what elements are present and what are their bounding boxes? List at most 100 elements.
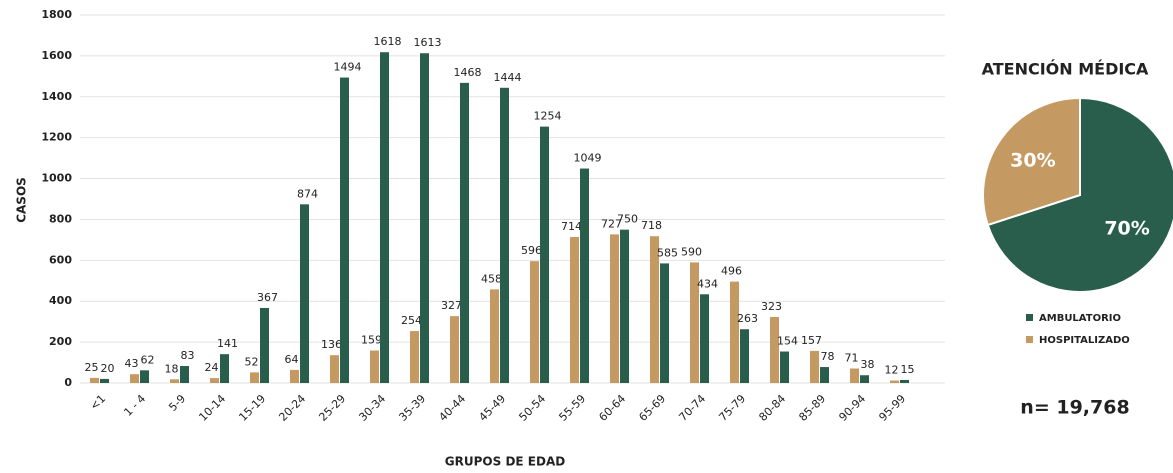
data-label: 12 [885,364,899,377]
x-tick-label: 90-94 [836,392,868,424]
data-label: 263 [737,312,758,325]
bar [130,374,139,383]
data-label: 24 [205,361,219,374]
bar [540,126,549,384]
bar [180,366,189,383]
bar [580,168,589,383]
bar [220,354,229,383]
bar [170,379,179,383]
bar [490,289,499,383]
x-axis-label: GRUPOS DE EDAD [445,455,565,469]
data-label: 590 [681,245,702,258]
data-label: 1468 [454,66,482,79]
bar [850,368,859,383]
data-label: 1494 [334,61,362,74]
x-tick-label: 25-29 [316,392,348,424]
bar [330,355,339,383]
data-label: 596 [521,244,542,257]
x-tick-label: 85-89 [796,392,828,424]
annotation: n= 19,768 [1020,397,1129,419]
bar [290,369,299,383]
x-tick-label: 45-49 [476,392,508,424]
data-label: 18 [165,362,179,375]
y-tick-label: 600 [49,253,72,266]
data-label: 157 [801,334,822,347]
data-label: 83 [181,349,195,362]
data-label: 254 [401,314,422,327]
bar [90,377,99,383]
y-tick-label: 1600 [41,49,72,62]
bar [780,351,789,383]
data-label: 1254 [534,110,562,123]
bar [660,263,669,383]
data-label: 15 [901,363,915,376]
data-label: 718 [641,219,662,232]
data-label: 1049 [574,152,602,165]
x-tick-label: 55-59 [556,392,588,424]
data-label: 1618 [374,35,402,48]
bar [300,204,309,383]
data-label: 141 [217,337,238,350]
y-tick-label: 400 [49,294,72,307]
bar [410,331,419,383]
bar [650,236,659,383]
legend-label: HOSPITALIZADO [1039,335,1130,346]
data-label: 154 [777,335,798,348]
data-label: 714 [561,220,582,233]
x-tick-label: 60-64 [596,392,628,424]
bar [700,294,709,383]
bar [860,375,869,383]
data-label: 727 [601,217,622,230]
data-label: 434 [697,277,718,290]
bar [450,316,459,383]
bar [100,378,109,383]
legend-label: AMBULATORIO [1039,313,1121,324]
data-label: 43 [125,357,139,370]
bar [690,262,699,383]
bar [820,367,829,383]
x-tick-label: 20-24 [276,392,308,424]
y-tick-label: 1000 [41,172,72,185]
x-tick-label: 30-34 [356,392,388,424]
bar [340,77,349,383]
x-tick-label: 10-14 [196,392,228,424]
data-label: 458 [481,272,502,285]
data-label: 159 [361,333,382,346]
y-tick-label: 1200 [41,131,72,144]
bar [610,234,619,383]
x-tick-label: 40-44 [436,392,468,424]
bar [380,52,389,383]
data-label: 1613 [414,36,442,49]
bar [770,316,779,383]
x-tick-label: 50-54 [516,392,548,424]
pie-label: 70% [1104,218,1149,240]
y-tick-label: 200 [49,335,72,348]
data-label: 38 [861,358,875,371]
y-tick-label: 1800 [41,8,72,21]
bar [500,87,509,383]
bar [260,307,269,383]
data-label: 136 [321,338,342,351]
bar [900,379,909,383]
x-tick-label: 70-74 [676,392,708,424]
data-label: 52 [245,355,259,368]
x-tick-label: 1 - 4 [121,392,148,419]
data-label: 750 [617,213,638,226]
y-tick-label: 800 [49,212,72,225]
x-tick-label: 75-79 [716,392,748,424]
bar [730,281,739,383]
data-label: 585 [657,246,678,259]
bar [460,82,469,384]
data-label: 327 [441,299,462,312]
legend-swatch [1026,336,1033,343]
x-tick-label: <1 [88,392,109,413]
x-tick-label: 65-69 [636,392,668,424]
data-label: 496 [721,265,742,278]
data-label: 25 [85,361,99,374]
data-label: 71 [845,351,859,364]
legend-swatch [1026,314,1033,321]
bar [890,380,899,383]
pie-slice [982,96,1081,227]
data-label: 64 [285,353,299,366]
